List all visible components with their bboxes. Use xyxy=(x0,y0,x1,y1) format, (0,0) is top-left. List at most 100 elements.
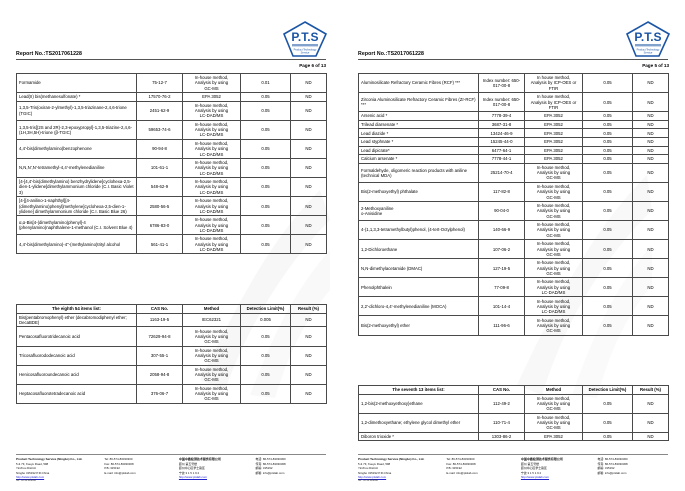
footer-addr1-en: 5 & 7F, Xueyu Road, 598 xyxy=(16,461,49,466)
footer-address-en: Product Technology Service (Ningbo) Co.,… xyxy=(16,457,98,483)
cell-name: Lead styphnate * xyxy=(358,137,479,147)
footer-addr3-cn: 宁波 3 1 5 1 9 2 xyxy=(178,470,200,475)
cell-res: ND xyxy=(632,431,669,442)
table-row: N,N-dimethylacetamide (DMAC) 127-19-5 In-h… xyxy=(358,258,669,279)
table-header-row: The eighth 54 items list: CAS No. Method De… xyxy=(16,304,327,314)
cell-lim: 0.05 xyxy=(582,296,633,317)
cell-lim: 0.05 xyxy=(240,100,291,121)
substance-table-seventh-list: The seventh 13 items list: CAS No. Method D… xyxy=(358,385,669,442)
cell-cas: 307-55-1 xyxy=(136,345,183,366)
cell-method: In-house method, Analysis by using GC-MS xyxy=(524,181,583,202)
cell-name: 1,3,5-tris[(2S and 2R)-2,3-epoxypropyl]-… xyxy=(16,119,137,140)
table-row: Formamide 75-12-7 In-house method, Analysis… xyxy=(16,72,327,94)
cell-res: ND xyxy=(632,72,669,94)
footer-website-cn[interactable]: http://www.ptslab.com xyxy=(178,475,208,480)
table-row: 4,4'-bis(dimethylamino)-4''-(methylamino… xyxy=(16,234,327,255)
cell-cas: 75-12-7 xyxy=(136,72,183,94)
cell-lim: 0.05 xyxy=(582,315,633,336)
footer-addr3-en: Ningbo 315192 P.R.China xyxy=(358,470,392,475)
cell-name: Formaldehyde, oligomeric reaction produc… xyxy=(358,162,479,183)
cell-name: N,N-dimethylacetamide (DMAC) xyxy=(358,258,479,279)
cell-lim: 0.05 xyxy=(240,326,291,347)
footer-addr1-cn: 鄞州 第五号楼 xyxy=(178,461,198,466)
table-row: Lead styphnate * 15245-44-0 EPA 3052 0.05 ND xyxy=(358,137,669,147)
cell-method: In house method, Analysis by ICP-OES or F… xyxy=(524,92,583,113)
table-body: Bis(pentabromophenyl) ether (decabromodi… xyxy=(16,312,327,404)
cell-cas: 2580-56-5 xyxy=(136,196,183,217)
cell-res: ND xyxy=(632,92,669,113)
table-row: Arsenic acid * 7778-39-4 EPA 3052 0.05 ND xyxy=(358,111,669,121)
cell-cas: 3687-31-8 xyxy=(478,119,525,130)
cell-res: ND xyxy=(290,364,327,385)
cell-cas: 7778-39-4 xyxy=(478,111,525,121)
substance-table-left-main: Formamide 75-12-7 In-house method, Analysis… xyxy=(16,72,327,255)
cell-res: ND xyxy=(290,92,327,102)
footer-fax-en: Fax: 86-574-83030308 xyxy=(104,461,134,466)
footer-po-en: P.B.:315192 xyxy=(104,466,120,471)
cell-method: In-house method, Analysis by using LC-DAD/… xyxy=(524,277,583,298)
cell-lim: 0.05 xyxy=(582,128,633,138)
table-row: Bis(pentabromophenyl) ether (decabromodi… xyxy=(16,312,327,328)
table-row: α,α-Bis[4-(dimethylamino)phenyl]-4 (phen… xyxy=(16,215,327,236)
column-header-name: The eighth 54 items list: xyxy=(16,304,137,314)
cell-lim: 0.05 xyxy=(582,431,633,442)
cell-method: EPA 3052 xyxy=(182,92,241,102)
page-footer-right: Product Technology Service (Ningbo) Co.,… xyxy=(358,454,668,483)
cell-lim: 0.05 xyxy=(240,176,291,198)
cell-cas: 127-19-5 xyxy=(478,258,525,279)
table-row: 1,2-bis(2-methoxyethoxy)ethane 112-49-2 In… xyxy=(358,393,669,414)
table-row: [4-[[4-anilino-1-naphthyl][4-(dimethylam… xyxy=(16,196,327,217)
cell-cas: 101-61-1 xyxy=(136,157,183,179)
cell-method: In-house method, Analysis by using GC-MS xyxy=(524,393,583,414)
cell-res: ND xyxy=(290,312,327,328)
cell-lim: 0.05 xyxy=(240,92,291,102)
cell-method: In house method, Analysis by ICP-OES or F… xyxy=(524,72,583,94)
cell-lim: 0.05 xyxy=(582,92,633,113)
cell-cas: 111-96-6 xyxy=(478,315,525,336)
svg-text:P.T.S: P.T.S xyxy=(634,30,661,44)
table-row: 1,2-Dichloroethane 107-06-2 In-house metho… xyxy=(358,239,669,260)
cell-cas: 376-06-7 xyxy=(136,383,183,404)
cell-lim: 0.05 xyxy=(582,181,633,202)
cell-method: EPA 3052 xyxy=(524,119,583,130)
footer-fax-cn: 传真: 86-574-83030308 xyxy=(597,461,628,466)
cell-name: Calcium arsenate * xyxy=(358,154,479,164)
cell-lim: 0.05 xyxy=(582,239,633,260)
cell-method: In-house method, Analysis by using LC-DAD/… xyxy=(182,234,241,255)
table-row: Tricosafluorododecanoic acid 307-55-1 In-h… xyxy=(16,345,327,366)
footer-website-en[interactable]: http://www.ptslab.com xyxy=(16,475,45,480)
footer-addr2-cn: 鄞州中心区学士路区 xyxy=(178,466,205,471)
footer-tel-en: Tel: 86-574-83030300 xyxy=(104,457,133,462)
cell-cas: 140-66-9 xyxy=(478,220,525,241)
cell-res: ND xyxy=(632,128,669,138)
footer-website-cn[interactable]: http://www.ptslab.com xyxy=(520,475,550,480)
cell-name: 1,2-dimethoxyethane; ethylene glycol dim… xyxy=(358,412,479,433)
cell-res: ND xyxy=(632,137,669,147)
cell-name: α,α-Bis[4-(dimethylamino)phenyl]-4 (phen… xyxy=(16,215,137,236)
footer-addr3-cn: 宁波 3 1 5 1 9 2 xyxy=(520,470,542,475)
footer-website-en[interactable]: http://www.ptslab.com xyxy=(358,475,387,480)
cell-name: [4-[4,4'-bis(dimethylamino) benzhydrylid… xyxy=(16,176,137,198)
table-row: Diboron trioxide * 1303-86-2 EPA 3052 0.05 N… xyxy=(358,431,669,442)
cell-method: In-house method, Analysis by using LC-DAD/… xyxy=(524,296,583,317)
table-header-row: The seventh 13 items list: CAS No. Method D… xyxy=(358,385,669,395)
cell-lim: 0.05 xyxy=(240,364,291,385)
cell-lim: 0.05 xyxy=(582,200,633,222)
cell-cas: 90-04-0 xyxy=(478,200,525,222)
substance-table-eighth-list: The eighth 54 items list: CAS No. Method De… xyxy=(16,304,327,404)
footer-po-cn: 邮编: 315192 xyxy=(597,466,615,471)
cell-cas: 17570-76-2 xyxy=(136,92,183,102)
table-row: Bis(2-methoxyethyl) phthalate 117-82-8 In-… xyxy=(358,181,669,202)
cell-res: ND xyxy=(290,119,327,140)
cell-res: ND xyxy=(290,383,327,404)
cell-method: In-house method, Analysis by using GC-MS xyxy=(182,345,241,366)
table-body: 1,2-bis(2-methoxyethoxy)ethane 112-49-2 In… xyxy=(358,393,669,442)
table-row: Aluminosilicate Refractory Ceramic Fibre… xyxy=(358,72,669,94)
cell-name: Bis(2-methoxyethyl) ether xyxy=(358,315,479,336)
cell-cas: 561-41-1 xyxy=(136,234,183,255)
cell-lim: 0.05 xyxy=(582,220,633,241)
table-row: Lead(II) bis(methanesulfonate) * 17570-76… xyxy=(16,92,327,102)
cell-cas: 6477-64-1 xyxy=(478,145,525,156)
cell-cas: 15245-44-0 xyxy=(478,137,525,147)
